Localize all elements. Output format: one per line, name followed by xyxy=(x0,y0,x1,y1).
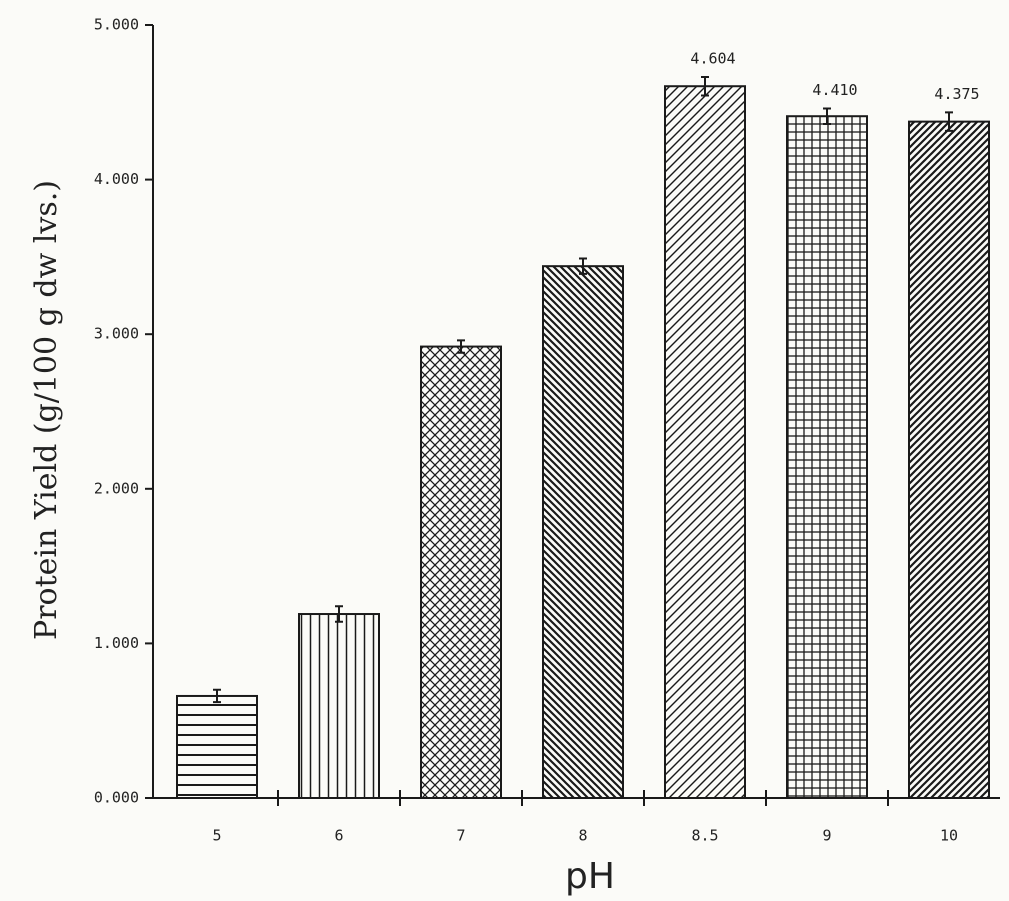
value-label: 4.604 xyxy=(690,49,735,67)
x-tick-label: 9 xyxy=(822,827,831,845)
y-tick-label: 1.000 xyxy=(94,634,139,652)
value-label: 4.410 xyxy=(812,81,857,99)
bar xyxy=(543,266,623,798)
bar xyxy=(665,86,745,798)
bar xyxy=(909,122,989,798)
bar xyxy=(421,347,501,798)
bar xyxy=(299,614,379,798)
x-axis-label: pH xyxy=(565,856,615,897)
y-tick-label: 5.000 xyxy=(94,16,139,34)
y-tick-label: 2.000 xyxy=(94,479,139,497)
x-tick-label: 8.5 xyxy=(691,827,718,845)
value-label: 4.375 xyxy=(934,85,979,103)
x-tick-label: 7 xyxy=(456,827,465,845)
x-tick-label: 8 xyxy=(578,827,587,845)
y-tick-label: 0.000 xyxy=(94,789,139,807)
y-axis-label: Protein Yield (g/100 g dw lvs.) xyxy=(29,180,64,640)
bar xyxy=(177,696,257,798)
x-tick-label: 10 xyxy=(940,827,958,845)
x-tick-label: 6 xyxy=(334,827,343,845)
chart: Protein Yield (g/100 g dw lvs.) pH 0.000… xyxy=(0,0,1009,901)
y-tick-label: 4.000 xyxy=(94,170,139,188)
x-tick-label: 5 xyxy=(212,827,221,845)
y-tick-label: 3.000 xyxy=(94,325,139,343)
bar xyxy=(787,116,867,798)
